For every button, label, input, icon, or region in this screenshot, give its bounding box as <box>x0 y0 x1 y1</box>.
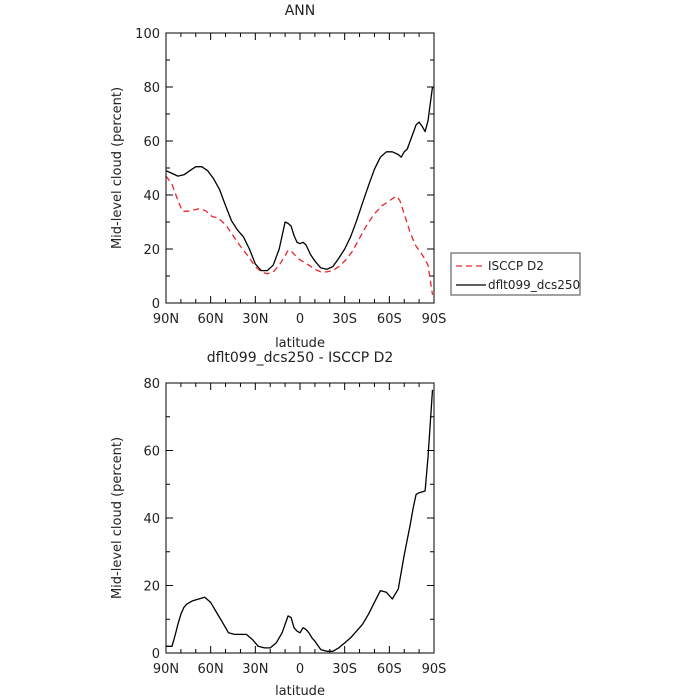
x-tick-label: 30N <box>242 662 268 677</box>
y-tick-label: 40 <box>143 189 160 204</box>
x-tick-label: 30S <box>332 312 357 327</box>
y-tick-label: 60 <box>143 445 160 460</box>
series-line-difference <box>166 389 434 652</box>
x-tick-label: 60S <box>377 312 402 327</box>
x-tick-label: 90S <box>422 662 447 677</box>
x-tick-label: 30N <box>242 312 268 327</box>
series-layer <box>165 86 434 295</box>
chart-title: dflt099_dcs250 - ISCCP D2 <box>207 350 394 366</box>
x-tick-label: 60N <box>198 662 224 677</box>
legend-label-isccp-d2: ISCCP D2 <box>488 259 544 273</box>
series-line-dflt099-dcs250 <box>165 86 434 272</box>
y-axis-label: Mid-level cloud (percent) <box>110 87 125 249</box>
x-tick-label: 90N <box>153 662 179 677</box>
x-tick-label: 0 <box>296 662 304 677</box>
series-layer <box>166 389 434 652</box>
chart-difference: dflt099_dcs250 - ISCCP D2 Mid-level clou… <box>110 350 446 699</box>
x-tick-label: 30S <box>332 662 357 677</box>
x-tick-label: 60S <box>377 662 402 677</box>
plot-frame <box>165 32 435 304</box>
x-tick-label: 60N <box>198 312 224 327</box>
series-line-isccp-d2 <box>165 175 434 295</box>
tick-layer: 0 20 40 60 80 100 90N 60N 30N 0 30S 60S 90S <box>135 27 446 327</box>
chart-mid-level-cloud-ann: ANN Mid-level cloud (percent) latitude 0… <box>110 3 581 351</box>
y-tick-label: 60 <box>143 135 160 150</box>
y-tick-label: 80 <box>143 81 160 96</box>
y-tick-label: 0 <box>152 647 160 662</box>
y-tick-label: 20 <box>143 580 160 595</box>
x-tick-label: 90S <box>422 312 447 327</box>
y-tick-label: 80 <box>143 377 160 392</box>
plot-frame <box>165 382 435 654</box>
legend-label-dflt099-dcs250: dflt099_dcs250 <box>488 278 580 292</box>
y-axis-label: Mid-level cloud (percent) <box>110 437 125 599</box>
x-tick-label: 90N <box>153 312 179 327</box>
x-axis-label: latitude <box>275 336 325 351</box>
x-axis-label: latitude <box>275 684 325 699</box>
y-tick-label: 40 <box>143 512 160 527</box>
tick-layer: 0 20 40 60 80 90N 60N 30N 0 30S 60S 90S <box>143 377 446 677</box>
y-tick-label: 100 <box>135 27 160 42</box>
legend-box <box>450 252 581 296</box>
y-tick-label: 20 <box>143 243 160 258</box>
legend: ISCCP D2 dflt099_dcs250 <box>450 252 581 296</box>
x-tick-label: 0 <box>296 312 304 327</box>
y-tick-label: 0 <box>152 297 160 312</box>
chart-title: ANN <box>285 3 316 19</box>
